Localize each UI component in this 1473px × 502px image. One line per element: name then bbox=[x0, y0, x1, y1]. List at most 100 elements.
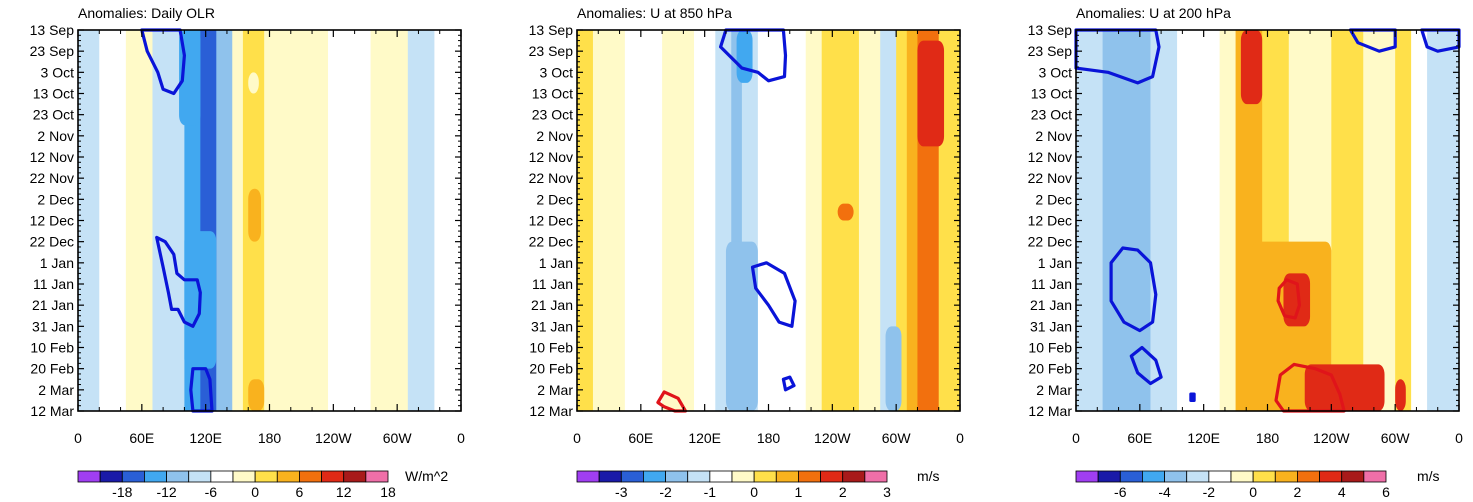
x-tick-label: 180 bbox=[757, 430, 781, 446]
colorbar-label: 0 bbox=[750, 484, 758, 497]
y-tick-label: 3 Oct bbox=[41, 64, 75, 80]
colorbar-box bbox=[1341, 470, 1365, 483]
colorbar-units: m/s bbox=[1417, 468, 1440, 484]
x-tick-label: 120E bbox=[1187, 430, 1220, 446]
y-tick-label: 12 Mar bbox=[30, 403, 74, 419]
contour-blue bbox=[1129, 345, 1163, 386]
colorbar-box bbox=[321, 470, 345, 483]
y-tick-label: 2 Dec bbox=[37, 191, 74, 207]
colorbar-label: -4 bbox=[1158, 484, 1171, 497]
x-tick-label: 120E bbox=[688, 430, 721, 446]
y-tick-label: 12 Nov bbox=[1028, 149, 1072, 165]
field-patch bbox=[736, 30, 753, 83]
field-band bbox=[880, 30, 897, 411]
colorbar-box bbox=[121, 470, 145, 483]
y-tick-label: 13 Sep bbox=[30, 22, 75, 38]
y-tick-label: 23 Oct bbox=[33, 107, 74, 123]
colorbar-label: -1 bbox=[704, 484, 717, 497]
y-tick-label: 12 Dec bbox=[1028, 213, 1072, 229]
colorbar-box bbox=[343, 470, 367, 483]
y-tick-label: 22 Dec bbox=[529, 234, 573, 250]
y-tick-label: 31 Jan bbox=[531, 318, 573, 334]
colorbar-box bbox=[1142, 470, 1165, 483]
field-band bbox=[757, 30, 807, 411]
field-band bbox=[906, 30, 918, 411]
colorbar-units: W/m^2 bbox=[405, 468, 448, 484]
y-tick-label: 3 Oct bbox=[540, 64, 574, 80]
colorbar-label: 6 bbox=[296, 484, 304, 497]
field-band bbox=[731, 30, 743, 411]
field-band bbox=[1219, 30, 1237, 411]
y-tick-label: 20 Feb bbox=[529, 361, 573, 377]
colorbar-box bbox=[166, 470, 190, 483]
x-tick-label: 0 bbox=[956, 430, 964, 446]
y-tick-label: 1 Jan bbox=[40, 255, 74, 271]
field-patch bbox=[917, 40, 945, 147]
colorbar-box bbox=[299, 470, 322, 483]
y-tick-label: 12 Dec bbox=[529, 213, 573, 229]
field-band bbox=[805, 30, 823, 411]
y-tick-label: 21 Jan bbox=[1030, 297, 1072, 313]
x-tick-label: 60E bbox=[1127, 430, 1152, 446]
x-tick-label: 60W bbox=[383, 430, 413, 446]
field-band bbox=[896, 30, 908, 411]
panel-title: Anomalies: Daily OLR bbox=[78, 5, 215, 21]
colorbar-label: -12 bbox=[156, 484, 176, 497]
field-band bbox=[1102, 30, 1151, 411]
field-band bbox=[301, 30, 329, 411]
y-tick-label: 31 Jan bbox=[1030, 318, 1072, 334]
colorbar-box bbox=[276, 470, 300, 483]
x-tick-label: 120W bbox=[814, 430, 851, 446]
contour-blue bbox=[718, 28, 788, 83]
colorbar-box bbox=[709, 470, 733, 483]
colorbar-label: -2 bbox=[1203, 484, 1216, 497]
colorbar-box bbox=[77, 470, 101, 483]
x-tick-label: 120W bbox=[1313, 430, 1350, 446]
colorbar-box bbox=[254, 470, 278, 483]
x-tick-label: 180 bbox=[1256, 430, 1280, 446]
y-tick-label: 20 Feb bbox=[1028, 361, 1072, 377]
colorbar-box bbox=[1186, 470, 1210, 483]
colorbar-label: 3 bbox=[883, 484, 891, 497]
field-band bbox=[370, 30, 409, 411]
x-tick-label: 120W bbox=[315, 430, 352, 446]
field-patch bbox=[248, 188, 261, 242]
y-tick-label: 1 Jan bbox=[1038, 255, 1072, 271]
colorbar-label: -6 bbox=[1114, 484, 1127, 497]
y-tick-label: 13 Oct bbox=[532, 86, 573, 102]
field-patch bbox=[1304, 364, 1385, 411]
y-tick-label: 13 Oct bbox=[1031, 86, 1072, 102]
colorbar-box bbox=[1274, 470, 1298, 483]
field-band bbox=[1395, 30, 1412, 411]
colorbar-box bbox=[1097, 470, 1121, 483]
y-tick-label: 12 Nov bbox=[30, 149, 74, 165]
colorbar-box bbox=[1075, 470, 1099, 483]
y-tick-label: 2 Mar bbox=[1036, 382, 1072, 398]
field-band bbox=[821, 30, 860, 411]
colorbar-box bbox=[232, 470, 256, 483]
colorbar-box bbox=[753, 470, 777, 483]
x-tick-label: 0 bbox=[74, 430, 82, 446]
colorbar-box bbox=[864, 470, 888, 483]
y-tick-label: 2 Dec bbox=[536, 191, 573, 207]
field-band bbox=[938, 30, 961, 411]
colorbar-box bbox=[1119, 470, 1143, 483]
y-tick-label: 21 Jan bbox=[531, 297, 573, 313]
colorbar-box bbox=[1208, 470, 1232, 483]
panel-title: Anomalies: U at 850 hPa bbox=[577, 5, 732, 21]
contour-blue bbox=[140, 28, 186, 96]
contour-blue bbox=[155, 235, 202, 328]
colorbar-box bbox=[775, 470, 799, 483]
colorbar-label: 12 bbox=[336, 484, 352, 497]
colorbar-box bbox=[576, 470, 600, 483]
field-band bbox=[216, 30, 233, 411]
field-band bbox=[624, 30, 663, 411]
colorbar-box bbox=[144, 470, 167, 483]
field-patch bbox=[248, 379, 265, 411]
x-tick-label: 0 bbox=[1072, 430, 1080, 446]
y-tick-label: 12 Mar bbox=[529, 403, 573, 419]
y-tick-label: 23 Oct bbox=[532, 107, 573, 123]
colorbar-box bbox=[842, 470, 866, 483]
